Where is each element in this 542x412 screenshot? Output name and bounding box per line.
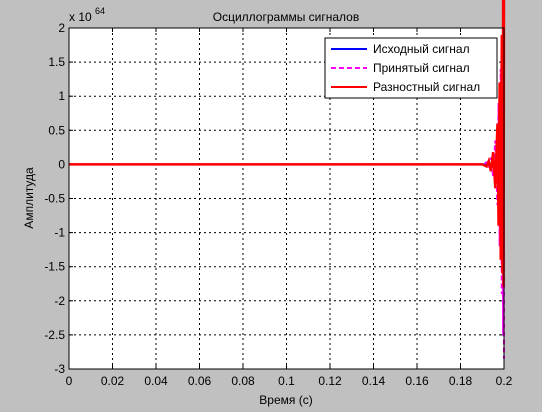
x-tick-label: 0.18 — [449, 374, 473, 388]
legend-label-1: Исходный сигнал — [373, 42, 470, 56]
x-tick-label: 0.14 — [362, 374, 386, 388]
y-tick-label: 2 — [58, 21, 65, 35]
x-tick-label: 0.16 — [405, 374, 429, 388]
x-tick-label: 0.06 — [188, 374, 212, 388]
x-tick-label: 0.08 — [231, 374, 255, 388]
legend-label-3: Разностный сигнал — [373, 80, 480, 94]
y-exponent-power: 64 — [95, 6, 105, 16]
series-lines — [69, 0, 506, 359]
y-tick-label: -1 — [54, 226, 65, 240]
legend-label-2: Принятый сигнал — [373, 61, 470, 75]
y-axis-label: Амплитуда — [22, 167, 36, 229]
x-tick-label: 0 — [66, 374, 73, 388]
plot-frame — [68, 27, 505, 370]
x-tick-label: 0.02 — [101, 374, 125, 388]
y-tick-label: -1.5 — [44, 260, 65, 274]
y-tick-label: -2 — [54, 294, 65, 308]
y-tick-label: 1 — [58, 89, 65, 103]
y-tick-label: -2.5 — [44, 328, 65, 342]
tick-labels: 0 0.02 0.04 0.06 0.08 0.1 0.12 0.14 0.16 0.18 0.2 -… — [44, 21, 512, 388]
y-tick-label: -3 — [54, 362, 65, 376]
y-tick-label: 0.5 — [48, 123, 65, 137]
legend: Исходный сигнал Принятый сигнал Разностный… — [324, 37, 498, 99]
x-axis-label: Время (c) — [259, 393, 312, 407]
x-tick-label: 0.1 — [278, 374, 295, 388]
x-tick-label: 0.2 — [496, 374, 513, 388]
x-tick-label: 0.12 — [318, 374, 342, 388]
y-tick-label: -0.5 — [44, 192, 65, 206]
y-exponent-base: x 10 — [69, 10, 92, 24]
chart-title: Осциллограммы сигналов — [213, 10, 359, 24]
y-tick-label: 1.5 — [48, 55, 65, 69]
series-line-3 — [69, 0, 506, 288]
y-tick-label: 0 — [58, 157, 65, 171]
x-tick-label: 0.04 — [144, 374, 168, 388]
